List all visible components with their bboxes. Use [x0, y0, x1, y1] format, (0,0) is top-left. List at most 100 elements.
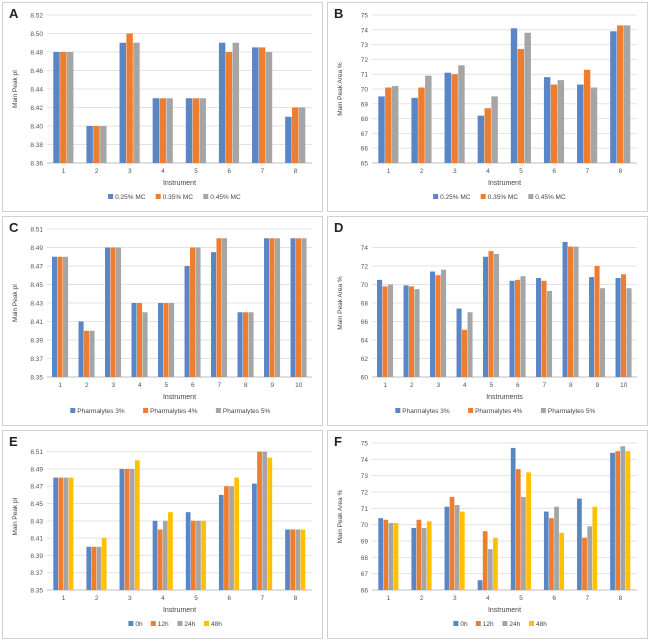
- x-tick-label: 1: [387, 168, 391, 175]
- bar-3: [166, 98, 173, 163]
- x-tick-label: 3: [111, 382, 115, 389]
- bar-1: [184, 266, 190, 377]
- bar-2: [621, 274, 627, 377]
- bar-3: [62, 256, 69, 377]
- bar-1: [78, 321, 84, 377]
- legend-swatch: [480, 194, 486, 199]
- bar-1: [119, 42, 126, 163]
- y-tick-label: 8.49: [30, 466, 43, 473]
- bar-1: [119, 468, 125, 590]
- y-tick-label: 66: [361, 588, 369, 595]
- legend-label: Pharmalytes 4%: [475, 408, 523, 415]
- x-tick-label: 5: [194, 595, 198, 602]
- x-tick-label: 5: [519, 595, 523, 602]
- bar-3: [520, 276, 526, 377]
- y-tick-label: 8.47: [30, 484, 43, 491]
- bar-2: [290, 529, 296, 590]
- x-tick-label: 2: [95, 595, 99, 602]
- bar-2: [385, 87, 392, 163]
- bar-3: [620, 446, 626, 590]
- y-tick-label: 8.47: [30, 264, 43, 271]
- bar-3: [421, 527, 427, 590]
- bar-2: [435, 275, 441, 377]
- y-tick-label: 70: [361, 87, 369, 94]
- chart-panel-e: E 8.35 8.37 8.39 8.41 8.43 8.45 8.47 8.49 8.51 1 2…: [2, 430, 323, 639]
- y-tick-label: 75: [361, 13, 369, 20]
- bar-1: [105, 247, 111, 377]
- bar-4: [592, 506, 598, 590]
- x-tick-label: 1: [62, 595, 66, 602]
- bar-3: [229, 486, 234, 590]
- y-tick-label: 72: [361, 490, 369, 497]
- bar-1: [543, 511, 549, 590]
- bar-2: [190, 520, 196, 590]
- y-tick-label: 8.40: [30, 124, 43, 131]
- bar-2: [418, 87, 425, 163]
- legend-swatch: [70, 408, 76, 413]
- bar-1: [510, 28, 518, 163]
- bar-3: [129, 468, 135, 590]
- bar-3: [573, 246, 579, 377]
- panel-letter: E: [9, 434, 18, 449]
- bar-3: [546, 290, 553, 377]
- bar-1: [411, 527, 417, 590]
- bar-2: [225, 52, 233, 163]
- x-tick-label: 2: [95, 168, 99, 175]
- bar-1: [577, 84, 584, 163]
- bar-2: [383, 519, 389, 590]
- bar-3: [195, 247, 201, 377]
- legend-label: 12h: [158, 621, 169, 628]
- x-tick-label: 6: [191, 382, 195, 389]
- x-tick-label: 2: [420, 168, 424, 175]
- chart-panel-f: F 66 67 68 69 70 71 72 73 74 75 1 2 3 4 5 6 7 8 Main Peak …: [327, 430, 648, 639]
- bar-4: [68, 477, 74, 590]
- bar-1: [152, 520, 158, 590]
- bar-1: [444, 72, 451, 163]
- y-tick-label: 66: [361, 146, 369, 153]
- bar-1: [158, 303, 164, 377]
- panel-letter: B: [334, 6, 344, 21]
- bar-3: [493, 253, 500, 377]
- legend-label: 0.45% MC: [535, 194, 566, 201]
- chart-svg: 8.36 8.38 8.40 8.42 8.44 8.46 8.48 8.50 8.52 1 2 3 4…: [12, 13, 312, 201]
- bar-3: [623, 25, 631, 163]
- x-tick-label: 5: [164, 382, 168, 389]
- x-tick-label: 9: [270, 382, 274, 389]
- bar-3: [458, 65, 465, 163]
- y-tick-label: 8.52: [30, 13, 43, 20]
- bar-1: [615, 278, 621, 377]
- bar-3: [440, 269, 447, 377]
- bar-3: [425, 75, 432, 163]
- x-tick-label: 8: [294, 595, 298, 602]
- bar-2: [84, 330, 90, 377]
- y-tick-label: 65: [361, 161, 369, 168]
- bar-3: [115, 247, 122, 377]
- bar-2: [416, 519, 422, 590]
- bar-4: [625, 451, 631, 590]
- y-tick-label: 74: [361, 27, 369, 34]
- bar-2: [91, 546, 97, 590]
- bar-1: [52, 256, 58, 377]
- y-tick-label: 8.37: [30, 356, 43, 363]
- y-tick-label: 74: [361, 457, 369, 464]
- x-tick-label: 10: [295, 382, 303, 389]
- bar-3: [295, 529, 301, 590]
- y-tick-label: 8.41: [30, 319, 43, 326]
- x-tick-label: 4: [138, 382, 142, 389]
- panel-letter: A: [9, 6, 19, 21]
- bar-3: [142, 312, 148, 377]
- x-tick-label: 9: [595, 382, 599, 389]
- bar-2: [216, 238, 222, 377]
- y-tick-label: 60: [361, 375, 369, 382]
- bar-2: [126, 33, 133, 163]
- y-tick-label: 8.50: [30, 31, 43, 38]
- chart-svg: 8.35 8.37 8.39 8.41 8.43 8.45 8.47 8.49 8.51 1 2 3 4…: [12, 227, 312, 415]
- bar-3: [265, 52, 273, 163]
- bar-1: [218, 494, 224, 590]
- x-tick-label: 6: [516, 382, 520, 389]
- bar-2: [594, 266, 600, 377]
- y-tick-label: 8.37: [30, 570, 43, 577]
- bar-3: [521, 496, 526, 590]
- legend-swatch: [453, 621, 459, 626]
- bar-1: [86, 126, 93, 163]
